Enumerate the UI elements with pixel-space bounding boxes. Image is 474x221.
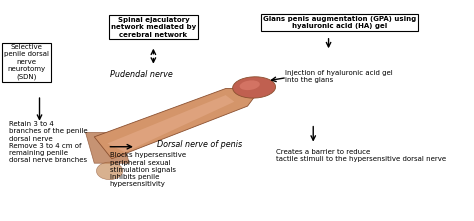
- Text: Selective
penile dorsal
nerve
neurotomy
(SDN): Selective penile dorsal nerve neurotomy …: [4, 44, 49, 80]
- Polygon shape: [94, 89, 261, 159]
- Text: Pudendal nerve: Pudendal nerve: [109, 70, 173, 79]
- Ellipse shape: [240, 80, 260, 90]
- Text: Retain 3 to 4
branches of the penile
dorsal nerve
Remove 3 to 4 cm of
remaining : Retain 3 to 4 branches of the penile dor…: [9, 121, 88, 164]
- Ellipse shape: [96, 162, 123, 180]
- Text: Dorsal nerve of penis: Dorsal nerve of penis: [157, 140, 242, 149]
- Polygon shape: [108, 95, 235, 152]
- Polygon shape: [85, 132, 129, 163]
- Text: Blocks hypersensitive
peripheral sexual
stimulation signals
Inhibits penile
hype: Blocks hypersensitive peripheral sexual …: [109, 152, 186, 187]
- Text: Spinal ejaculatory
network mediated by
cerebral network: Spinal ejaculatory network mediated by c…: [111, 17, 196, 38]
- Ellipse shape: [233, 77, 275, 98]
- Text: Creates a barrier to reduce
tactile stimuli to the hypersensitive dorsal nerve: Creates a barrier to reduce tactile stim…: [276, 149, 446, 162]
- Text: Glans penis augmentation (GPA) using
hyaluronic acid (HA) gel: Glans penis augmentation (GPA) using hya…: [263, 16, 416, 29]
- Text: Injection of hyaluronic acid gel
into the glans: Injection of hyaluronic acid gel into th…: [285, 70, 392, 83]
